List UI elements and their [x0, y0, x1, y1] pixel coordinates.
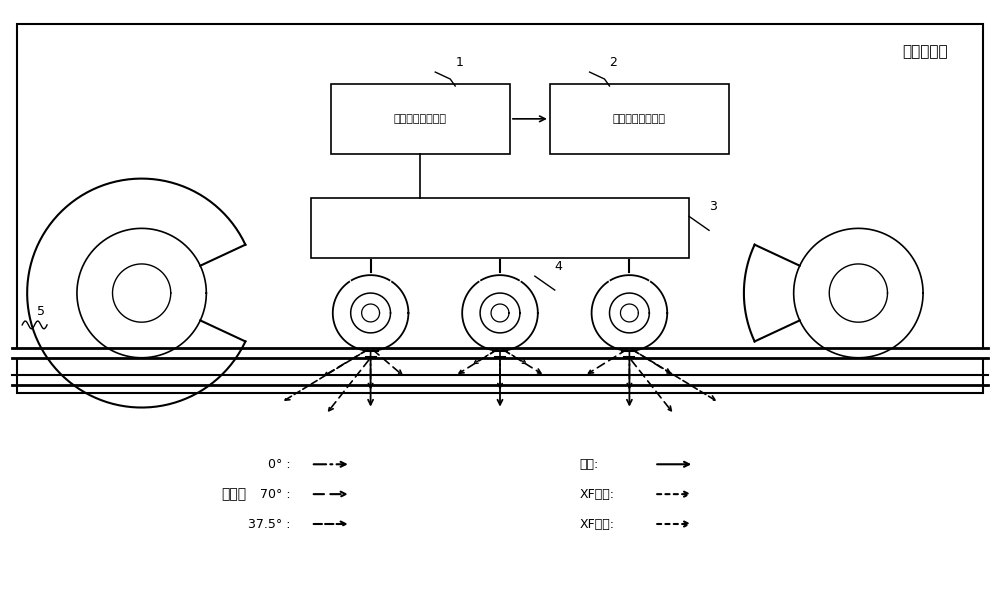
Text: 2: 2	[610, 56, 617, 69]
Text: 0° :: 0° :	[268, 458, 291, 471]
Text: XF二次:: XF二次:	[580, 517, 615, 530]
FancyBboxPatch shape	[17, 25, 983, 392]
Text: 1: 1	[455, 56, 463, 69]
Text: 钢轨探伤检测系统: 钢轨探伤检测系统	[394, 114, 447, 124]
FancyBboxPatch shape	[311, 199, 689, 258]
Text: 70° :: 70° :	[260, 488, 291, 501]
Text: 侧打:: 侧打:	[580, 458, 599, 471]
Text: 钢轨探伤分析系统: 钢轨探伤分析系统	[613, 114, 666, 124]
Text: 钢轨探伤车: 钢轨探伤车	[902, 44, 948, 59]
Text: XF一次:: XF一次:	[580, 488, 615, 501]
FancyBboxPatch shape	[331, 84, 510, 154]
FancyBboxPatch shape	[550, 84, 729, 154]
Text: 5: 5	[37, 305, 45, 318]
Text: 37.5° :: 37.5° :	[248, 517, 291, 530]
Text: 3: 3	[709, 200, 717, 213]
Text: 4: 4	[555, 260, 563, 273]
Text: 图例：: 图例：	[221, 487, 246, 501]
